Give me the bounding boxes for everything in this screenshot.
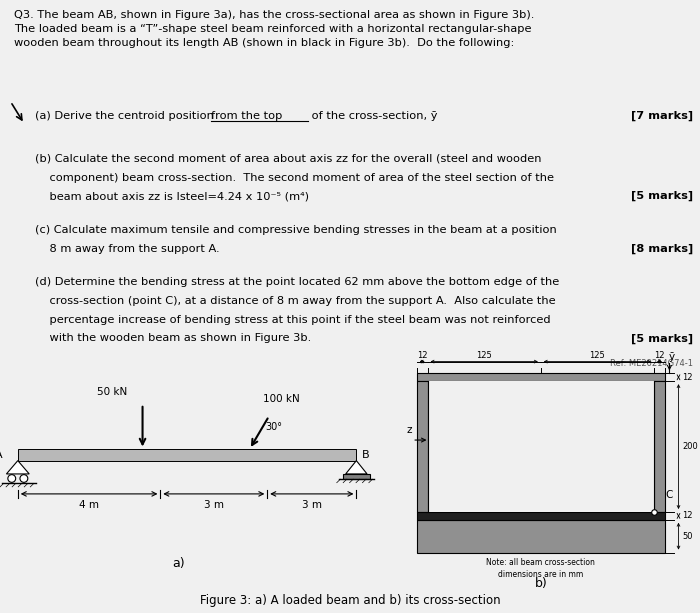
Text: 3 m: 3 m (204, 500, 224, 510)
Text: [8 marks]: [8 marks] (631, 243, 693, 254)
Circle shape (8, 474, 15, 482)
Bar (343, 474, 370, 479)
Bar (416, 381, 428, 512)
Text: (a) Derive the centroid position: (a) Derive the centroid position (35, 111, 217, 121)
Text: percentage increase of bending stress at this point if the steel beam was not re: percentage increase of bending stress at… (35, 314, 550, 325)
Text: b): b) (534, 577, 547, 590)
Text: 50: 50 (682, 531, 692, 541)
Text: (b) Calculate the second moment of area about axis zz for the overall (steel and: (b) Calculate the second moment of area … (35, 154, 541, 164)
Text: 200: 200 (682, 442, 698, 451)
Text: (d) Determine the bending stress at the point located 62 mm above the bottom edg: (d) Determine the bending stress at the … (35, 277, 559, 287)
Polygon shape (346, 460, 367, 474)
Text: component) beam cross-section.  The second moment of area of the steel section o: component) beam cross-section. The secon… (35, 172, 554, 183)
Text: [5 marks]: [5 marks] (631, 333, 693, 343)
Circle shape (20, 474, 28, 482)
Text: 4 m: 4 m (79, 500, 99, 510)
Bar (654, 381, 665, 512)
Text: [7 marks]: [7 marks] (631, 111, 693, 121)
Text: Q3. The beam AB, shown in Figure 3a), has the cross-sectional area as shown in F: Q3. The beam AB, shown in Figure 3a), ha… (14, 10, 534, 48)
Text: Figure 3: a) A loaded beam and b) its cross-section: Figure 3: a) A loaded beam and b) its cr… (199, 594, 500, 607)
Text: A: A (0, 450, 3, 460)
Text: from the top: from the top (211, 111, 283, 121)
Text: 30°: 30° (265, 422, 283, 432)
Text: 100 kN: 100 kN (263, 394, 300, 404)
Text: 12: 12 (682, 373, 692, 382)
Polygon shape (6, 460, 29, 474)
Bar (416, 512, 665, 520)
Text: with the wooden beam as shown in Figure 3b.: with the wooden beam as shown in Figure … (35, 333, 311, 343)
Text: [5 marks]: [5 marks] (631, 191, 693, 202)
Text: 8 m away from the support A.: 8 m away from the support A. (35, 243, 219, 254)
Text: Note: all beam cross-section
dimensions are in mm: Note: all beam cross-section dimensions … (486, 558, 595, 579)
Text: of the cross-section, ȳ: of the cross-section, ȳ (309, 111, 438, 121)
Text: a): a) (172, 557, 185, 571)
Text: B: B (362, 450, 370, 460)
Text: 3 m: 3 m (302, 500, 322, 510)
Text: ȳ: ȳ (669, 352, 675, 362)
Text: 50 kN: 50 kN (97, 387, 127, 397)
Text: cross-section (point C), at a distance of 8 m away from the support A.  Also cal: cross-section (point C), at a distance o… (35, 296, 555, 306)
Text: 12: 12 (654, 351, 665, 360)
Text: 12: 12 (417, 351, 428, 360)
Text: 125: 125 (589, 351, 606, 360)
Text: Ref: ME20214G74-1: Ref: ME20214G74-1 (610, 359, 693, 368)
Text: beam about axis zz is Isteel=4.24 x 10⁻⁵ (m⁴): beam about axis zz is Isteel=4.24 x 10⁻⁵… (35, 191, 309, 201)
Text: (c) Calculate maximum tensile and compressive bending stresses in the beam at a : (c) Calculate maximum tensile and compre… (35, 225, 556, 235)
Bar (416, 373, 665, 381)
Bar (416, 520, 665, 552)
Text: z: z (407, 425, 412, 435)
Bar (428, 381, 654, 512)
Text: C: C (665, 490, 672, 500)
Bar (18, 449, 356, 460)
Text: 125: 125 (476, 351, 492, 360)
Text: 12: 12 (682, 511, 692, 520)
